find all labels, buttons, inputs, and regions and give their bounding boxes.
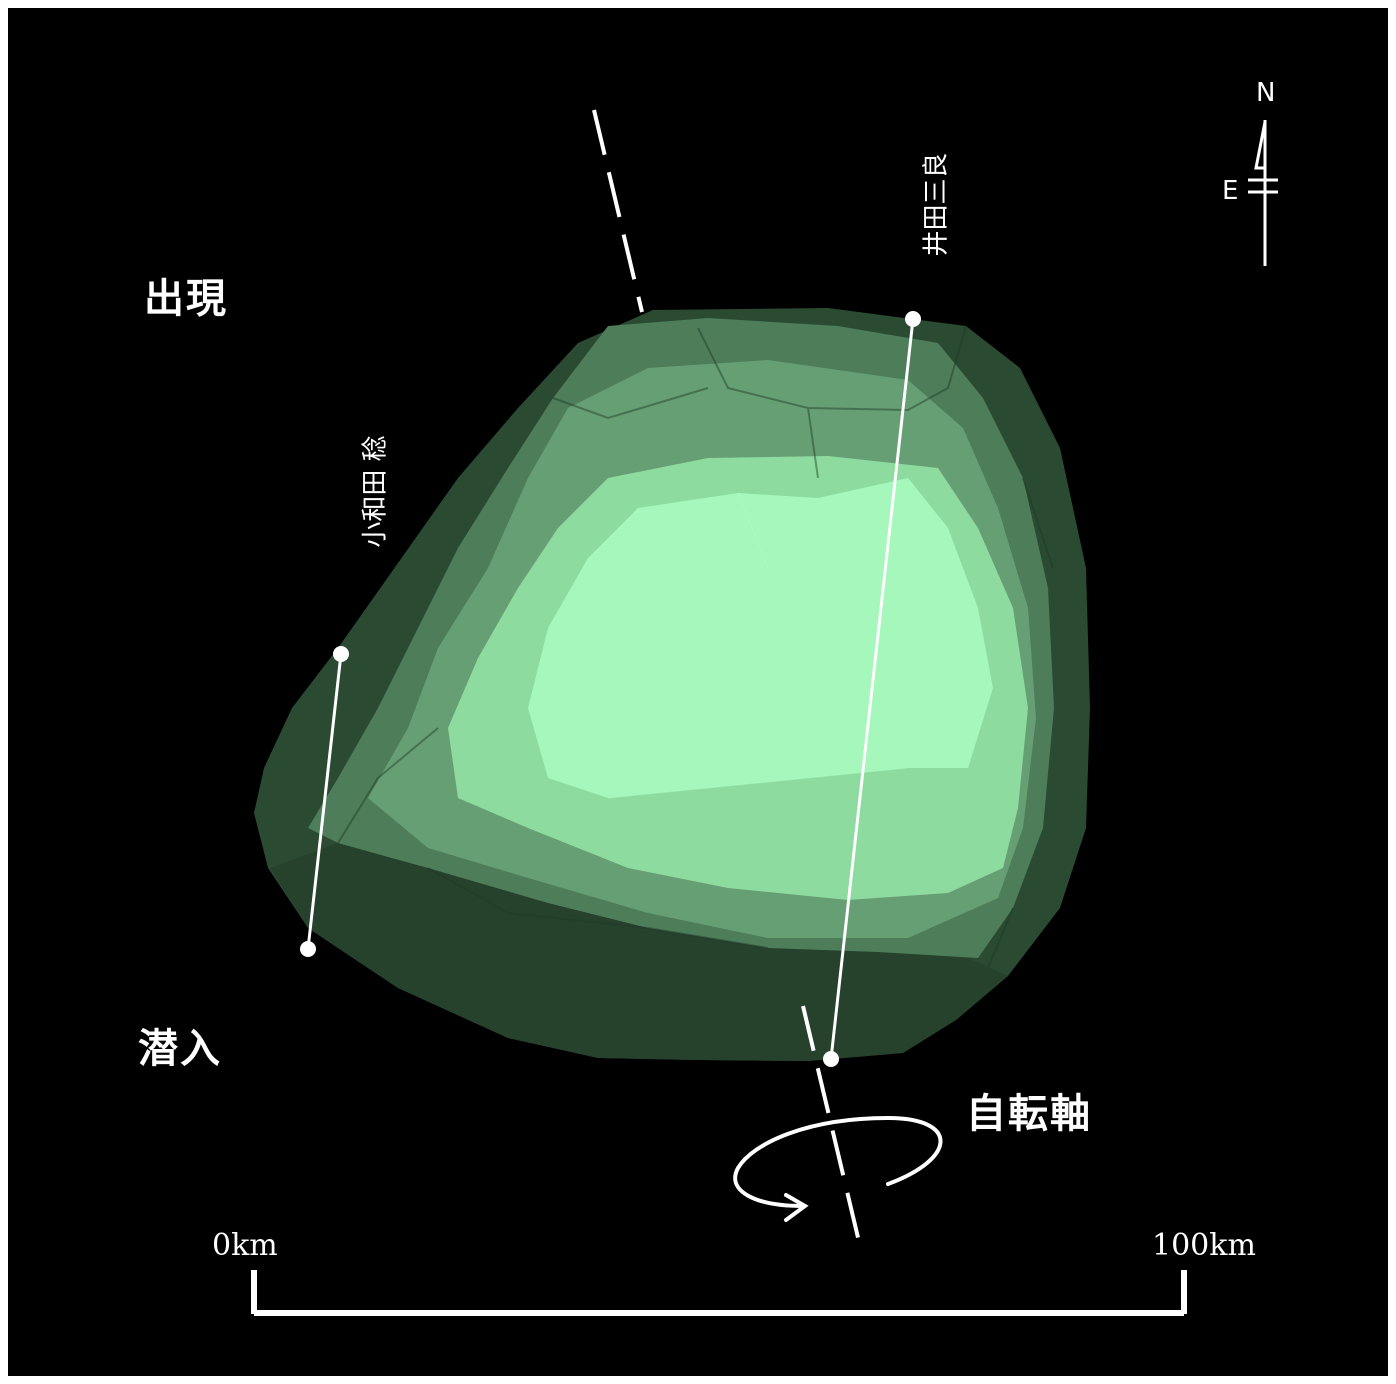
- chord-owada-start-point: [333, 646, 349, 662]
- asteroid-facet-edges: [337, 325, 1054, 969]
- chord-ida: [823, 311, 921, 1067]
- compass-north-label: N: [1256, 78, 1276, 108]
- chord-ida-end-point: [823, 1051, 839, 1067]
- scale-bar: [251, 1270, 1187, 1316]
- rotation-axis-bottom: [801, 1005, 862, 1247]
- compass-icon: [1248, 120, 1278, 266]
- observer-owada-label: 小和田 稔: [360, 435, 391, 548]
- asteroid-highlight: [528, 478, 993, 798]
- rotation-axis-label: 自転軸: [966, 1091, 1092, 1137]
- asteroid-shape: [254, 308, 1090, 1061]
- rotation-arrow-icon: [733, 1115, 943, 1222]
- asteroid-shadow-band: [270, 843, 1008, 1061]
- scale-start-label: 0km: [212, 1228, 278, 1263]
- chord-owada: [300, 646, 349, 957]
- scale-end-label: 100km: [1152, 1228, 1256, 1263]
- rotation-axis-top: [592, 109, 644, 313]
- asteroid-facet-highlights: [607, 492, 909, 799]
- immersion-label: 潜入: [138, 1026, 222, 1072]
- chord-owada-end-point: [300, 941, 316, 957]
- observer-ida-label: 井田三良: [921, 152, 952, 257]
- compass-east-label: E: [1222, 176, 1239, 206]
- emersion-label: 出現: [144, 276, 228, 322]
- diagram-canvas: [251, 109, 1278, 1316]
- occultation-diagram: 出現 潜入 自転軸 小和田 稔 井田三良 N E 0km 100km: [8, 8, 1388, 1376]
- chord-ida-start-point: [905, 311, 921, 327]
